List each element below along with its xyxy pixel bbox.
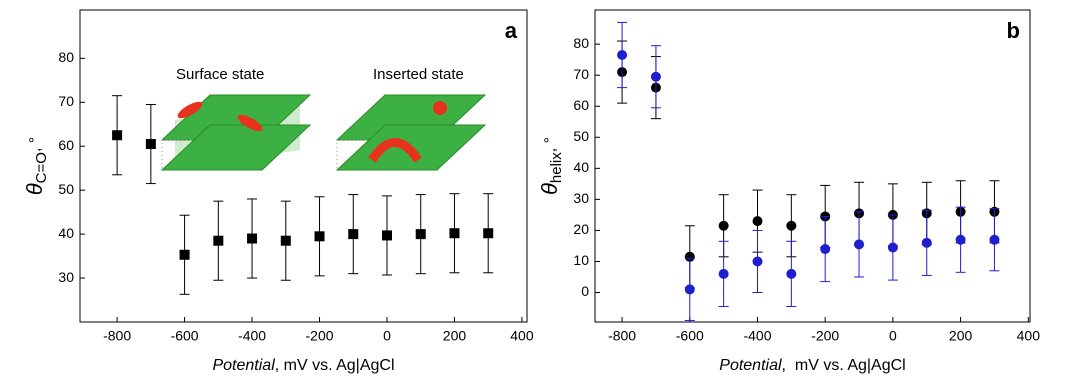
point [684, 284, 695, 295]
x-tick-label: -800 [608, 328, 636, 344]
point [112, 130, 123, 141]
y-axis-label-sub: C=O [33, 152, 50, 183]
x-tick-label: 400 [1017, 328, 1041, 344]
x-axis-label-rest: , mV vs. Ag|AgCl [782, 357, 906, 374]
point [752, 256, 763, 267]
x-tick-label: 200 [949, 328, 973, 344]
x-tick-label: 0 [383, 328, 391, 344]
point [752, 216, 763, 227]
point [280, 235, 291, 246]
point [415, 229, 426, 240]
y-axis-label-symbol: θ [537, 183, 562, 195]
point [247, 233, 258, 244]
y-tick-label: 40 [573, 159, 589, 175]
point [617, 50, 628, 61]
plot-frame [594, 9, 1031, 323]
x-tick-label: -400 [238, 328, 266, 344]
point [820, 244, 831, 255]
point [786, 220, 797, 231]
point [314, 231, 325, 242]
inset-illustration [160, 94, 487, 171]
x-tick-label: -400 [743, 328, 771, 344]
y-tick-label: 20 [573, 221, 589, 237]
y-axis-label-rest: , ° [542, 137, 559, 152]
y-axis-label: θhelix, ° [537, 137, 565, 195]
y-axis-label: θC=O, ° [22, 137, 50, 196]
point [718, 220, 729, 231]
point [955, 234, 966, 245]
point [684, 251, 695, 262]
x-tick-label: 400 [510, 328, 534, 344]
y-tick-label: 70 [573, 66, 589, 82]
panel-label: b [1007, 18, 1020, 43]
point [718, 268, 729, 279]
y-tick-label: 60 [573, 97, 589, 113]
y-tick-label: 50 [573, 128, 589, 144]
x-tick-label: -600 [676, 328, 704, 344]
annotation: Surface state [176, 66, 264, 83]
x-tick-label: 200 [443, 328, 467, 344]
panel-label: a [505, 18, 518, 43]
x-axis-label: Potential, mV vs. Ag|AgCl [719, 357, 905, 374]
y-axis-label-sub: helix [548, 152, 565, 183]
y-tick-label: 30 [58, 269, 74, 285]
point [449, 228, 460, 239]
point [145, 139, 156, 150]
point [989, 234, 1000, 245]
y-tick-label: 80 [573, 35, 589, 51]
x-tick-label: -200 [306, 328, 334, 344]
y-tick-label: 60 [58, 137, 74, 153]
point [854, 239, 865, 250]
y-tick-label: 10 [573, 252, 589, 268]
y-tick-label: 30 [573, 190, 589, 206]
point [348, 229, 359, 240]
x-axis-label-italic: Potential [719, 357, 782, 374]
point [179, 249, 190, 260]
point [650, 71, 661, 82]
x-axis-label: Potential, mV vs. Ag|AgCl [212, 357, 394, 374]
x-tick-label: 0 [889, 328, 897, 344]
point [921, 237, 932, 248]
x-axis-label-rest: , mV vs. Ag|AgCl [275, 357, 395, 374]
point [786, 268, 797, 279]
point [483, 228, 494, 239]
point [381, 230, 392, 241]
y-axis-label-rest: , ° [27, 137, 44, 152]
y-axis-label-symbol: θ [22, 183, 47, 195]
plot-frame [79, 9, 528, 323]
x-axis-label-italic: Potential [212, 357, 275, 374]
y-tick-label: 80 [58, 49, 74, 65]
y-tick-label: 40 [58, 225, 74, 241]
x-tick-label: -200 [811, 328, 839, 344]
point [887, 242, 898, 253]
y-tick-label: 0 [581, 283, 589, 299]
x-tick-label: -600 [171, 328, 199, 344]
annotation: Inserted state [373, 66, 464, 83]
point [213, 235, 224, 246]
x-tick-label: -800 [103, 328, 131, 344]
y-tick-label: 70 [58, 93, 74, 109]
y-tick-label: 50 [58, 181, 74, 197]
